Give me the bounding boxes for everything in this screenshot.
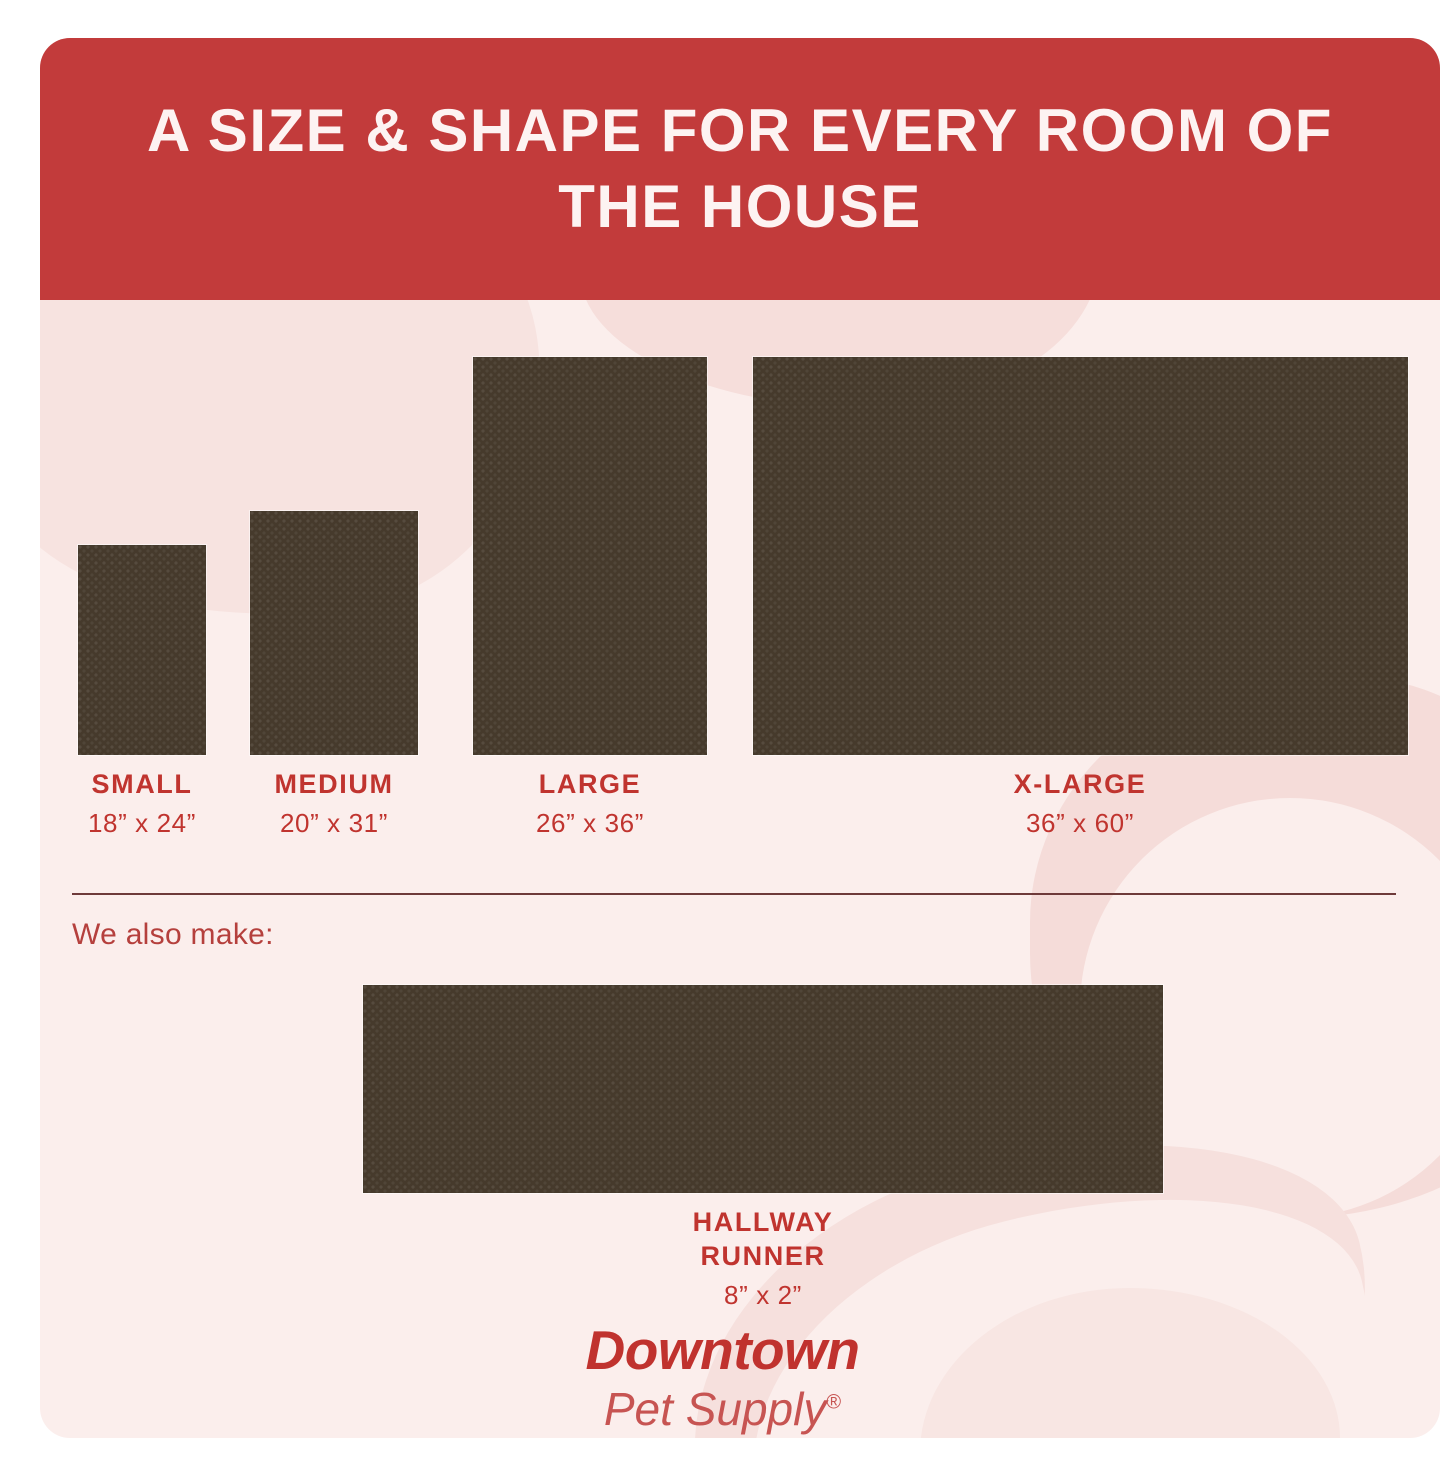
mat-swatch-small [78,545,206,755]
mat-size-dimensions: 18” x 24” [87,807,196,838]
brand-logo: Downtown Pet Supply® [0,1319,1445,1437]
mat-label-large: LARGE 26” x 36” [470,768,710,841]
mat-size-dimensions: 26” x 36” [535,807,644,838]
header-banner: A SIZE & SHAPE FOR EVERY ROOM OF THE HOU… [40,38,1440,300]
mat-size-dimensions: 20” x 31” [279,807,388,838]
mat-size-name: X-LARGE [1013,769,1147,799]
mat-swatch-large [473,357,707,755]
section-divider [72,893,1396,895]
mat-label-medium: MEDIUM 20” x 31” [214,768,454,841]
mat-size-name: HALLWAY RUNNER [692,1207,834,1271]
mat-swatch-xlarge [753,357,1408,755]
mat-label-hallway-runner: HALLWAY RUNNER 8” x 2” [643,1206,883,1313]
mat-size-dimensions: 8” x 2” [724,1279,802,1310]
registered-trademark-icon: ® [826,1391,842,1414]
also-make-label: We also make: [72,918,274,951]
mat-size-name: LARGE [538,769,642,799]
brand-logo-line1: Downtown [585,1319,860,1381]
brand-logo-line2: Pet Supply® [0,1382,1445,1437]
mat-size-name: MEDIUM [274,769,394,799]
mat-label-small: SMALL 18” x 24” [22,768,262,841]
mat-swatch-hallway-runner [363,985,1163,1193]
mat-size-dimensions: 36” x 60” [1025,807,1134,838]
brand-logo-line2-text: Pet Supply [603,1382,827,1435]
mat-label-xlarge: X-LARGE 36” x 60” [960,768,1200,841]
mat-size-name: SMALL [91,769,193,799]
page-title: A SIZE & SHAPE FOR EVERY ROOM OF THE HOU… [147,96,1333,240]
mat-swatch-medium [250,511,418,755]
